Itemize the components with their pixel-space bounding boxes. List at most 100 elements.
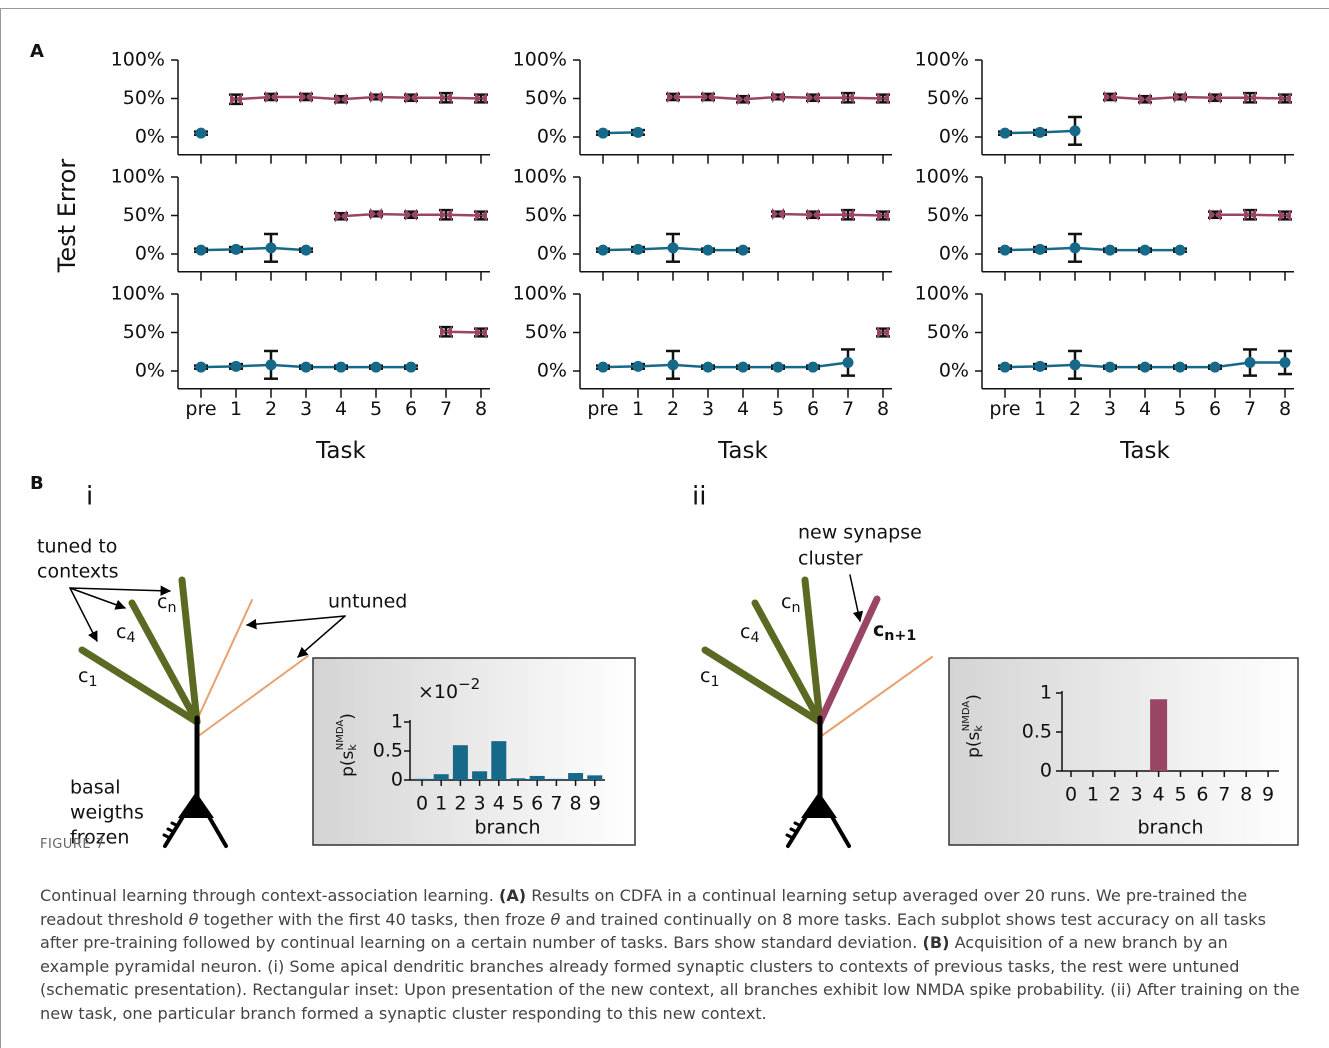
y-tick-label: 100% xyxy=(513,49,567,71)
x-tick-label: 8 xyxy=(1279,398,1291,420)
marker xyxy=(1244,91,1256,104)
caption: Continual learning through context-assoc… xyxy=(40,884,1302,1026)
marker xyxy=(842,357,854,369)
x-tick-label: 6 xyxy=(1209,398,1221,420)
x-axis-label: Task xyxy=(315,438,366,464)
marker xyxy=(1209,91,1221,104)
marker xyxy=(1139,93,1151,106)
annotation: new synapse xyxy=(798,522,922,544)
y-axis-label: Test Error xyxy=(53,159,81,274)
caption-text: and trained continually on 8 more tasks.… xyxy=(40,909,1266,953)
annotation: basal xyxy=(70,777,121,799)
neuron-ii xyxy=(701,574,933,848)
marker xyxy=(195,361,207,373)
x-tick-label: 9 xyxy=(1262,784,1274,806)
marker xyxy=(1104,244,1116,256)
branch-label: c1 xyxy=(78,665,98,691)
branch-label-sub: 4 xyxy=(750,630,759,646)
panel-label: B xyxy=(30,473,44,494)
marker xyxy=(772,361,784,373)
series-line xyxy=(200,246,307,252)
marker xyxy=(475,92,487,105)
branch-label-sub: 1 xyxy=(88,674,97,690)
panel-label: A xyxy=(30,41,44,62)
x-tick-label: 5 xyxy=(772,398,784,420)
x-tick-label: 0 xyxy=(1065,784,1077,806)
x-axis-label: branch xyxy=(474,817,540,839)
marker xyxy=(1069,359,1081,371)
y-tick-label: 0% xyxy=(939,360,969,382)
marker xyxy=(667,242,679,254)
marker xyxy=(877,209,889,222)
bar xyxy=(414,778,430,780)
x-tick-label: 2 xyxy=(1109,784,1121,806)
subpanel-label: ii xyxy=(692,482,706,512)
y-tick-label: 0% xyxy=(939,126,969,148)
x-tick-label: 4 xyxy=(1139,398,1151,420)
marker xyxy=(999,244,1011,256)
marker xyxy=(405,91,417,104)
annotation: contexts xyxy=(37,561,119,583)
x-tick-label: 9 xyxy=(589,793,601,815)
annotation: frozen xyxy=(70,827,129,849)
series-line xyxy=(777,212,884,217)
figure-label: FIGURE 7 xyxy=(40,837,105,852)
marker xyxy=(265,359,277,371)
branch-label: cn xyxy=(157,591,177,617)
marker xyxy=(1034,360,1046,372)
marker xyxy=(265,90,277,103)
y-label-sub: k xyxy=(346,744,359,751)
branch-label-base: c xyxy=(873,619,884,641)
marker xyxy=(1244,357,1256,369)
marker xyxy=(265,242,277,254)
y-tick-label: 100% xyxy=(111,283,165,305)
x-tick-label: pre xyxy=(185,398,216,420)
y-tick-label: 50% xyxy=(525,87,567,109)
caption-symbol: θ xyxy=(550,909,561,929)
y-tick-label: 100% xyxy=(513,166,567,188)
x-tick-label: 1 xyxy=(435,793,447,815)
neuron-i xyxy=(69,576,346,848)
marker xyxy=(1104,90,1116,103)
x-tick-label: 7 xyxy=(1244,398,1256,420)
y-tick-label: 0% xyxy=(537,360,567,382)
marker xyxy=(475,326,487,339)
x-tick-label: pre xyxy=(989,398,1020,420)
marker xyxy=(1139,244,1151,256)
bar xyxy=(452,745,468,780)
y-tick-label: 0 xyxy=(391,769,403,791)
caption-text: together with the first 40 tasks, then f… xyxy=(198,909,551,929)
branch-label-sub: n xyxy=(167,600,176,616)
branch-label: c1 xyxy=(700,665,720,691)
marker xyxy=(807,361,819,373)
y-tick-label: 50% xyxy=(123,321,165,343)
x-tick-label: 3 xyxy=(474,793,486,815)
x-axis-label: Task xyxy=(717,438,768,464)
marker xyxy=(230,93,242,106)
marker xyxy=(667,359,679,371)
y-axis-label: p(skNMDA) xyxy=(961,694,985,758)
x-tick-label: 4 xyxy=(493,793,505,815)
x-tick-label: 6 xyxy=(531,793,543,815)
x-tick-label: 8 xyxy=(570,793,582,815)
marker xyxy=(632,360,644,372)
x-tick-label: 6 xyxy=(405,398,417,420)
marker xyxy=(702,90,714,103)
y-tick-label: 100% xyxy=(513,283,567,305)
multiplier-base: ×10 xyxy=(418,681,458,703)
multiplier-exp: −2 xyxy=(458,675,480,693)
marker xyxy=(597,244,609,256)
marker xyxy=(597,361,609,373)
series-line xyxy=(602,361,849,369)
y-tick-label: 1 xyxy=(1040,682,1052,704)
marker xyxy=(405,208,417,221)
x-tick-label: 4 xyxy=(335,398,347,420)
y-tick-label: 1 xyxy=(391,711,403,733)
branch-label-sub: 1 xyxy=(710,674,719,690)
branch-label-base: c xyxy=(781,591,791,613)
y-label-sup: NMDA xyxy=(961,701,972,732)
y-tick-label: 50% xyxy=(927,87,969,109)
y-label-base: p(s xyxy=(338,750,358,776)
y-tick-label: 50% xyxy=(927,204,969,226)
y-tick-label: 100% xyxy=(915,283,969,305)
